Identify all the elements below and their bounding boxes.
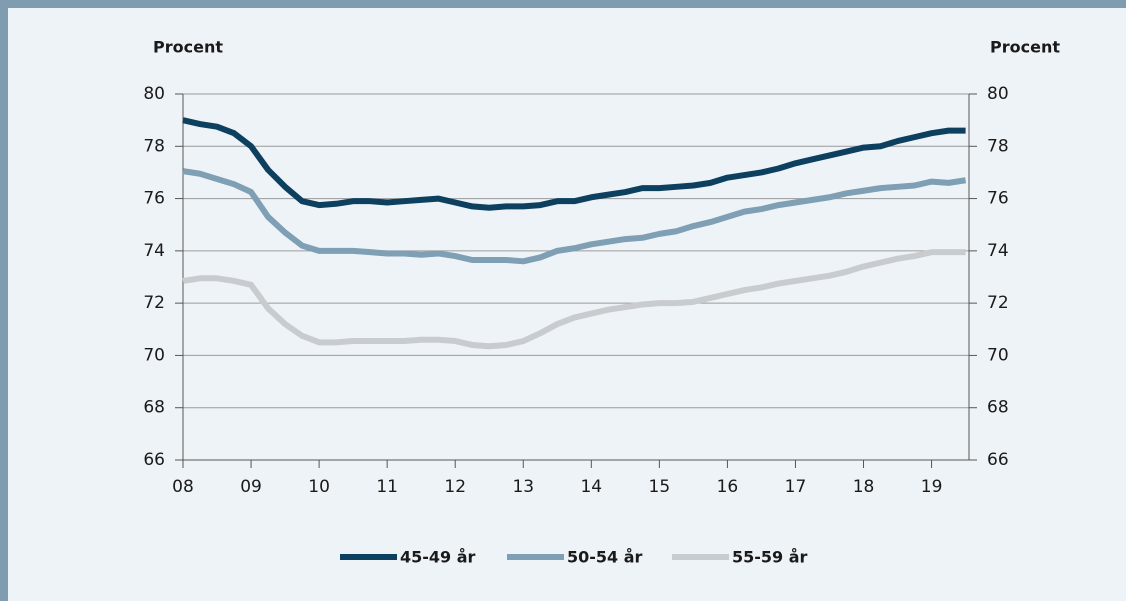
y2-tick-label: 76 [987, 189, 1009, 209]
x-tick-label: 11 [376, 477, 398, 497]
x-tick-label: 12 [444, 477, 466, 497]
y-tick-label: 80 [143, 84, 165, 104]
legend-label: 50-54 år [567, 548, 643, 567]
y-axis-label: Procent [153, 38, 223, 57]
x-tick-label: 16 [717, 477, 739, 497]
top-frame [0, 0, 1126, 8]
y-tick-label: 76 [143, 189, 165, 209]
y-tick-label: 78 [143, 136, 165, 156]
series-line [182, 168, 967, 265]
y-tick-label: 70 [143, 345, 165, 365]
x-tick-label: 13 [512, 477, 534, 497]
y2-tick-label: 78 [987, 136, 1009, 156]
x-tick-label: 19 [921, 477, 943, 497]
left-frame [0, 0, 8, 601]
x-tick-label: 14 [580, 477, 602, 497]
y2-tick-label: 74 [987, 241, 1009, 261]
x-tick-label: 10 [308, 477, 330, 497]
y2-tick-label: 68 [987, 398, 1009, 418]
legend-label: 55-59 år [732, 548, 808, 567]
x-tick-label: 09 [240, 477, 262, 497]
y2-tick-label: 80 [987, 84, 1009, 104]
x-tick-label: 15 [649, 477, 671, 497]
y2-tick-label: 66 [987, 450, 1009, 470]
y-tick-label: 66 [143, 450, 165, 470]
y-tick-label: 72 [143, 293, 165, 313]
x-tick-label: 18 [853, 477, 875, 497]
x-tick-label: 17 [785, 477, 807, 497]
y-tick-label: 74 [143, 241, 165, 261]
series-line [182, 117, 966, 211]
y-tick-label: 68 [143, 398, 165, 418]
series-line [182, 249, 966, 350]
y2-tick-label: 72 [987, 293, 1009, 313]
y2-tick-label: 70 [987, 345, 1009, 365]
x-tick-label: 08 [172, 477, 194, 497]
legend-label: 45-49 år [400, 548, 476, 567]
y2-axis-label: Procent [990, 38, 1060, 57]
